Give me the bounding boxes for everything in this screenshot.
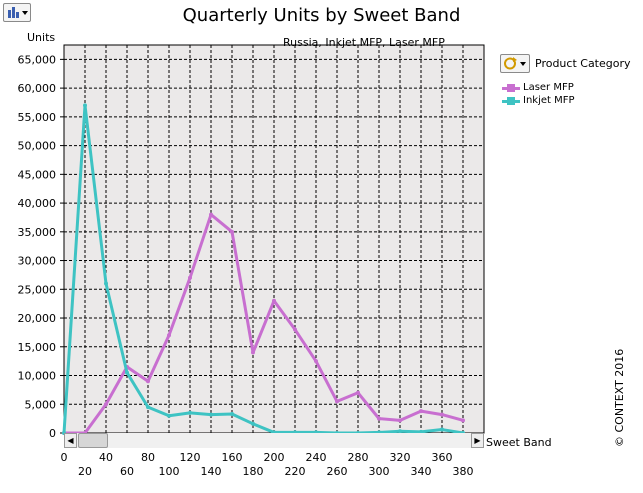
y-tick-label: 55,000 <box>18 111 57 124</box>
data-point <box>104 281 108 286</box>
data-point <box>146 379 150 384</box>
x-tick-label: 280 <box>348 451 369 464</box>
legend-title: Product Category <box>535 57 631 70</box>
x-tick-label: 360 <box>432 451 453 464</box>
arrow-left-icon[interactable]: ◀ <box>64 433 77 448</box>
data-point <box>83 103 87 108</box>
data-point <box>188 410 192 415</box>
x-tick-label: 120 <box>180 451 201 464</box>
data-point <box>419 409 423 414</box>
x-tick-label: 100 <box>159 465 180 478</box>
chart-subtitle: Russia, Inkjet MFP, Laser MFP <box>283 36 445 49</box>
series-line-inkjet-mfp <box>62 103 464 435</box>
data-point <box>167 413 171 418</box>
data-point <box>230 229 234 234</box>
y-tick-label: 25,000 <box>18 283 57 296</box>
data-point <box>398 429 402 434</box>
x-tick-label: 80 <box>141 451 155 464</box>
x-tick-label: 340 <box>411 465 432 478</box>
legend-swatch <box>502 96 520 106</box>
data-point <box>461 418 465 423</box>
legend-label: Inkjet MFP <box>523 95 575 106</box>
data-point <box>104 402 108 407</box>
legend-label: Laser MFP <box>523 82 574 93</box>
y-tick-label: 50,000 <box>18 140 57 153</box>
legend-item-laser-mfp[interactable]: Laser MFP <box>502 82 574 93</box>
legend-rotate-button[interactable] <box>500 54 530 73</box>
series-line-laser-mfp <box>64 213 464 435</box>
data-point <box>356 390 360 395</box>
x-tick-label: 60 <box>120 465 134 478</box>
y-axis-units-label: Units <box>27 31 56 44</box>
series-layer <box>62 103 465 435</box>
x-tick-label: 0 <box>61 451 68 464</box>
horizontal-scrollbar[interactable] <box>64 433 484 448</box>
y-tick-label: 45,000 <box>18 168 57 181</box>
x-tick-label: 140 <box>201 465 222 478</box>
y-tick-label: 35,000 <box>18 226 57 239</box>
y-tick-label: 15,000 <box>18 341 57 354</box>
y-tick-label: 65,000 <box>18 53 57 66</box>
x-tick-label: 160 <box>222 451 243 464</box>
rotate-icon <box>504 57 526 70</box>
data-point <box>377 416 381 421</box>
x-tick-label: 20 <box>78 465 92 478</box>
y-tick-label: 10,000 <box>18 370 57 383</box>
data-point <box>125 370 129 375</box>
data-point <box>167 333 171 338</box>
legend-item-inkjet-mfp[interactable]: Inkjet MFP <box>502 95 575 106</box>
data-point <box>188 275 192 280</box>
x-tick-label: 180 <box>243 465 264 478</box>
legend-swatch <box>502 83 520 93</box>
x-axis-title: Sweet Band <box>486 436 552 449</box>
data-point <box>209 212 213 217</box>
scroll-thumb[interactable] <box>78 433 108 448</box>
data-point <box>398 418 402 423</box>
x-tick-label: 240 <box>306 451 327 464</box>
data-point <box>230 412 234 417</box>
data-point <box>251 350 255 355</box>
chart-title: Quarterly Units by Sweet Band <box>182 5 461 26</box>
axis-ticks: 0 5,000 10,000 15,000 20,000 25,000 30,000 35,0… <box>18 53 474 478</box>
data-point <box>293 327 297 332</box>
y-tick-label: 60,000 <box>18 82 57 95</box>
y-tick-label: 40,000 <box>18 197 57 210</box>
x-tick-label: 260 <box>327 465 348 478</box>
plot-area <box>63 44 485 434</box>
x-tick-label: 200 <box>264 451 285 464</box>
x-tick-label: 320 <box>390 451 411 464</box>
data-point <box>209 412 213 417</box>
chart-type-button[interactable] <box>3 3 31 22</box>
x-tick-label: 380 <box>453 465 474 478</box>
x-tick-label: 40 <box>99 451 113 464</box>
x-tick-label: 220 <box>285 465 306 478</box>
x-tick-label: 300 <box>369 465 390 478</box>
y-tick-label: 0 <box>49 427 56 440</box>
data-point <box>335 399 339 404</box>
data-point <box>419 429 423 434</box>
y-tick-label: 30,000 <box>18 255 57 268</box>
copyright-text: © CONTEXT 2016 <box>613 348 626 447</box>
arrow-right-icon[interactable]: ▶ <box>471 433 484 448</box>
data-point <box>440 427 444 432</box>
y-tick-label: 5,000 <box>25 398 57 411</box>
data-point <box>272 298 276 303</box>
data-point <box>440 412 444 417</box>
data-point <box>146 405 150 410</box>
y-tick-label: 20,000 <box>18 312 57 325</box>
chart-type-icon <box>8 7 28 18</box>
grid-lines <box>64 45 484 433</box>
data-point <box>251 421 255 426</box>
data-point <box>314 359 318 364</box>
